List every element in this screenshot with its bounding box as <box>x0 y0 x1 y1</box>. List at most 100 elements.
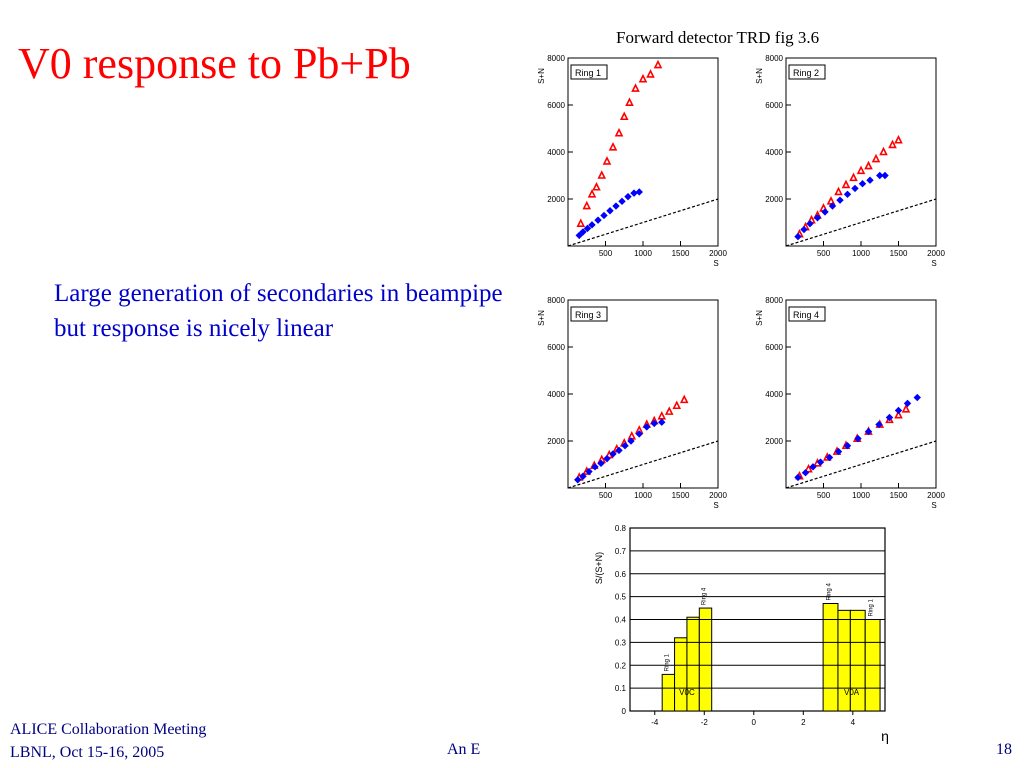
data-point-blue <box>583 224 592 233</box>
x-tick-label: -4 <box>651 718 659 727</box>
data-point-blue <box>600 211 608 220</box>
data-point-red <box>582 200 592 210</box>
data-point-blue <box>834 447 843 456</box>
bar <box>698 607 713 712</box>
data-point-blue <box>588 221 596 229</box>
eta-bar-panel: Ring 1 Ring 4 V0C Ring 4 Ring 1 V0A 0 0.1 0.2 0.3… <box>594 524 889 744</box>
y-tick-label: 4000 <box>765 148 783 157</box>
data-point-blue <box>579 472 587 480</box>
panel-label: Ring 2 <box>793 68 819 78</box>
slide-title: V0 response to Pb+Pb <box>18 39 411 88</box>
data-point-blue <box>575 231 583 240</box>
bar-ring-label: Ring 4 <box>827 582 833 600</box>
y-tick-label: 2000 <box>765 437 783 446</box>
group-label: V0A <box>844 688 860 697</box>
data-point-red <box>608 142 618 151</box>
x-tick-label: 2000 <box>709 491 727 500</box>
data-point-red <box>653 59 663 69</box>
data-point-blue <box>621 441 629 450</box>
footer-meeting: ALICE Collaboration Meeting <box>10 721 207 738</box>
data-point-blue <box>574 476 582 484</box>
data-point-red <box>888 139 897 149</box>
y-tick-label: 2000 <box>547 195 565 204</box>
data-point-blue <box>609 450 617 458</box>
data-point-red <box>871 153 881 163</box>
data-point-blue <box>825 453 834 462</box>
data-point-blue <box>836 196 844 204</box>
x-tick-label: 500 <box>817 249 831 258</box>
x-tick-label: 1500 <box>890 249 908 258</box>
data-point-red <box>804 463 813 473</box>
data-point-blue <box>643 423 651 431</box>
plot-frame <box>785 57 937 247</box>
data-point-blue <box>816 458 825 466</box>
data-point-blue <box>843 190 852 199</box>
y-tick-label: 4000 <box>547 390 565 399</box>
data-point-red <box>664 406 674 415</box>
bar-ring-label: Ring 1 <box>869 598 875 616</box>
reference-line <box>785 198 937 247</box>
data-point-blue <box>828 202 837 210</box>
data-point-blue <box>618 197 626 206</box>
data-point-red <box>625 97 634 106</box>
data-point-red <box>879 146 888 156</box>
x-tick-label: 2 <box>801 718 806 727</box>
y-tick-label: 6000 <box>547 343 565 352</box>
y-tick-label: 6000 <box>765 343 783 352</box>
y-tick-label: 0.8 <box>615 524 627 533</box>
data-point-blue <box>585 467 593 476</box>
y-tick-label: 0.6 <box>615 570 627 579</box>
y-tick-label: 0.7 <box>615 547 627 556</box>
data-point-red <box>901 403 911 413</box>
data-point-blue <box>903 399 912 408</box>
reference-line <box>785 440 937 489</box>
data-point-red <box>841 179 851 189</box>
data-point-red <box>587 189 597 198</box>
data-point-blue <box>650 419 658 428</box>
panel-label: Ring 4 <box>793 310 819 320</box>
x-tick-label: -2 <box>701 718 709 727</box>
y-tick-label: 6000 <box>547 101 565 110</box>
data-point-blue <box>635 188 643 196</box>
y-tick-label: 4000 <box>547 148 565 157</box>
data-point-blue <box>875 420 883 429</box>
y-tick-label: 6000 <box>765 101 783 110</box>
bar-ring-label: Ring 4 <box>702 587 708 605</box>
data-point-blue <box>635 430 643 438</box>
data-point-red <box>638 73 648 83</box>
data-point-blue <box>821 208 829 216</box>
bar <box>674 637 688 712</box>
data-point-blue <box>885 413 894 422</box>
x-tick-label: 1000 <box>634 491 652 500</box>
y-tick-label: 8000 <box>547 296 565 305</box>
figure-caption: Forward detector TRD fig 3.6 <box>616 28 820 47</box>
x-tick-label: 4 <box>851 718 856 727</box>
data-point-red <box>576 218 586 227</box>
data-point-blue <box>594 216 602 224</box>
x-axis-label: η <box>881 728 889 744</box>
y-axis-label: S/(S+N) <box>594 552 604 584</box>
x-tick-label: 1500 <box>672 249 690 258</box>
data-point-blue <box>864 427 873 436</box>
data-point-blue <box>809 463 817 471</box>
x-tick-label: 2000 <box>709 249 727 258</box>
x-axis-label: S <box>713 259 718 268</box>
y-tick-label: 2000 <box>765 195 783 204</box>
data-point-blue <box>894 406 903 415</box>
data-point-red <box>602 156 612 165</box>
data-point-blue <box>813 214 822 222</box>
reference-line <box>567 440 719 489</box>
x-tick-label: 1000 <box>852 249 870 258</box>
data-point-blue <box>876 171 884 180</box>
y-tick-label: 8000 <box>547 54 565 63</box>
data-point-red <box>864 160 873 170</box>
data-point-red <box>856 165 866 175</box>
data-point-blue <box>624 192 632 201</box>
panel-label: Ring 1 <box>575 68 601 78</box>
data-point-blue <box>606 207 614 215</box>
page-number: 18 <box>996 741 1012 758</box>
